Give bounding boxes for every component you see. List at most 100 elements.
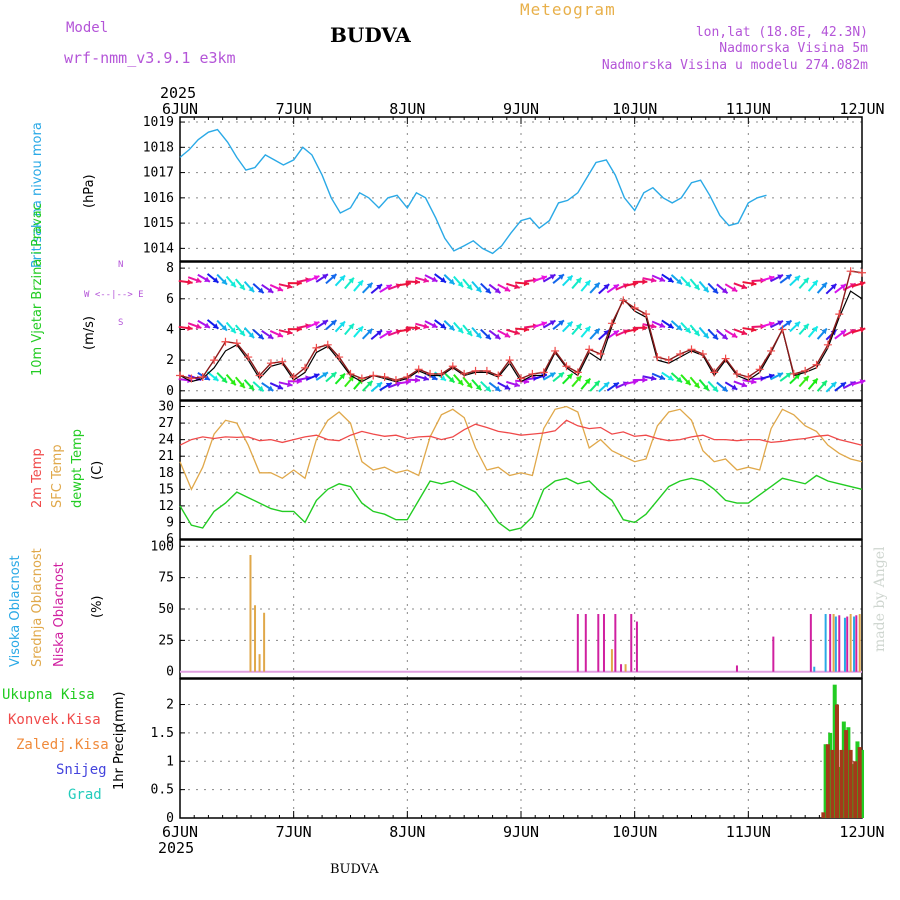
wind-gust-marker (266, 359, 275, 368)
wind-arrow-head (603, 382, 610, 388)
wind-arrow (716, 329, 729, 341)
y-tick-label: 1014 (143, 241, 174, 256)
wind-arrow-head (405, 327, 411, 334)
wind-arrow (325, 371, 338, 383)
pressure-line (179, 128, 767, 255)
wind-arrow (480, 282, 492, 295)
wind-arrow-head (348, 277, 354, 284)
wind-gust-marker (710, 368, 719, 377)
wind-arrow-head (485, 287, 491, 294)
wind-arrow (707, 328, 719, 341)
wind-gust-marker (619, 296, 628, 305)
wind-arrow-head (414, 377, 421, 384)
y-tick-label: 1019 (143, 115, 174, 130)
wind-arrow-head (366, 328, 373, 335)
wind-arrow (252, 381, 265, 393)
wind-arrow-head (339, 275, 346, 282)
wind-arrow (488, 283, 502, 294)
wind-arrow (606, 329, 620, 340)
compass-legend: W <--|--> E (84, 290, 144, 300)
wind-arrow-head (721, 333, 728, 340)
wind-arrow-head (575, 375, 582, 382)
wind-arrow (834, 381, 847, 392)
y-tick-label: 100 (151, 539, 174, 554)
wind-arrow-head (466, 330, 473, 336)
wind-arrow (670, 320, 683, 331)
wind-gust-marker (335, 353, 344, 362)
wind-gust-marker (858, 268, 866, 277)
wind-arrow (471, 379, 483, 391)
wind-arrow-head (721, 287, 728, 294)
wind-arrow-head (703, 286, 709, 293)
precip-total-bar (828, 732, 833, 818)
precip-total-label: Ukupna Kisa (2, 687, 95, 703)
wind-arrow-head (650, 277, 657, 283)
wind-gust-marker (437, 369, 446, 378)
y-tick-label: 27 (158, 416, 174, 431)
wind-arrow (252, 283, 265, 294)
precip-conv-bar (839, 749, 844, 818)
wind-arrow-head (785, 274, 792, 280)
wind-arrow-head (423, 375, 429, 382)
wind-arrow-head (448, 324, 455, 331)
wind-arrow-head (794, 275, 800, 282)
wind-arrow (724, 381, 738, 391)
wind-arrow (234, 324, 246, 337)
wind-arrow (415, 322, 430, 329)
wind-gust-marker (198, 373, 207, 381)
wind-arrow (589, 380, 601, 392)
wind-arrow-head (830, 382, 837, 388)
wind-arrow (443, 319, 456, 332)
wind-gust-marker (289, 373, 298, 381)
wind-arrow-head (322, 274, 328, 280)
wind-arrow-head (859, 281, 866, 287)
date-label-bottom: 10JUN (612, 823, 657, 841)
wind-arrow (733, 328, 748, 336)
wind-arrow (187, 276, 202, 284)
wind-arrow (571, 375, 583, 388)
wind-arrow-head (257, 385, 264, 392)
wind-arrow (680, 374, 692, 386)
y-tick-label: 6 (166, 292, 174, 307)
wind-arrow-head (594, 282, 600, 289)
wind-arrow (689, 324, 701, 337)
wind-arrow-head (248, 332, 255, 339)
wind-arrow-head (667, 276, 674, 283)
wind-arrow-head (230, 281, 236, 288)
wind-arrow-head (440, 375, 446, 381)
wind-arrow-head (777, 372, 783, 379)
wind-arrow (851, 327, 866, 334)
wind-arrow (542, 273, 556, 283)
wind-arrow-head (642, 278, 648, 285)
wind-gust-marker (642, 310, 651, 319)
wind-arrow (798, 375, 810, 388)
wind-arrow (306, 321, 320, 329)
wind-arrow-head (457, 379, 464, 386)
wind-arrow-head (267, 287, 274, 293)
wind-arrow (488, 329, 502, 340)
wind-arrow-head (712, 333, 718, 340)
wind-gust-marker (698, 350, 707, 358)
wind-arrow (269, 382, 284, 390)
y-tick-label: 6 (166, 532, 174, 547)
wind-arrow (661, 371, 675, 382)
wind-gust-marker (732, 369, 741, 378)
wind-arrow (370, 381, 383, 393)
wind-gust-marker (801, 366, 810, 375)
date-label-bottom: 7JUN (276, 823, 312, 841)
wind-gust-marker (596, 350, 605, 358)
y-tick-label: 2 (166, 353, 174, 368)
wind-gust-marker (301, 363, 310, 372)
wind-arrow-head (475, 332, 482, 339)
wind-arrow-head (693, 330, 700, 336)
wind-arrow (405, 278, 421, 285)
wind-gust-marker (551, 346, 560, 355)
wind-arrow-head (785, 320, 792, 326)
wind-arrow (344, 323, 355, 336)
wind-arrow-head (248, 286, 255, 293)
wind-arrow (471, 326, 483, 339)
wind-arrow (379, 382, 393, 392)
y-tick-label: 0.5 (151, 783, 174, 798)
wind-arrow (580, 325, 592, 338)
wind-arrow (707, 282, 719, 295)
